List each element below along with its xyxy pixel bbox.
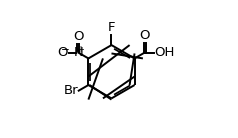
Text: +: + (77, 45, 85, 54)
Text: N: N (74, 46, 83, 59)
Text: Br: Br (64, 84, 78, 97)
Text: −: − (61, 45, 70, 55)
Text: O: O (73, 30, 84, 43)
Text: F: F (108, 21, 115, 34)
Text: OH: OH (154, 46, 175, 59)
Text: O: O (58, 46, 68, 59)
Text: O: O (139, 29, 150, 42)
